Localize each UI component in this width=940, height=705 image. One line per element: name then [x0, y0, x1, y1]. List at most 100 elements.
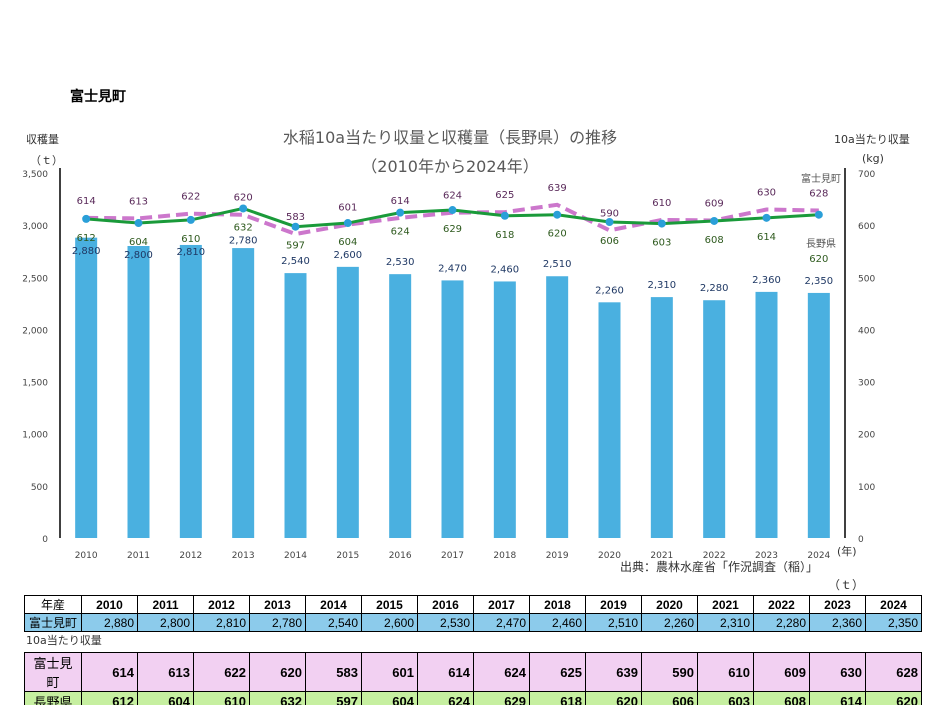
yield-cell: 604: [137, 691, 194, 705]
left-tick-label: 3,000: [22, 222, 48, 232]
bar-data-label: 2,780: [229, 235, 258, 246]
year-header-cell: 2010: [81, 595, 138, 614]
harvest-cell: 2,360: [809, 613, 866, 632]
right-axis-label: 10a当たり収量: [834, 133, 910, 146]
town-data-label: 620: [234, 193, 253, 204]
year-header-cell: 2016: [417, 595, 474, 614]
left-tick-label: 1,500: [22, 379, 48, 389]
prefecture-data-label: 618: [495, 230, 514, 241]
prefecture-marker: [343, 219, 352, 228]
harvest-table: 年産 2010 2011 2012 2013 2014 2015 2016 2017 2018 20…: [24, 595, 922, 632]
yield-cell: 632: [249, 691, 306, 705]
x-tick-label: 2023: [755, 551, 778, 560]
right-tick-label: 400: [858, 326, 875, 336]
header-cell: 年産: [24, 595, 82, 614]
yield-cell: 614: [417, 652, 474, 692]
year-header-cell: 2020: [641, 595, 698, 614]
year-header-cell: 2011: [137, 595, 194, 614]
bar: [650, 297, 673, 538]
yield-cell: 604: [361, 691, 418, 705]
x-tick-label: 2012: [179, 551, 202, 560]
town-data-label: 614: [391, 196, 410, 207]
bar-data-label: 2,360: [752, 275, 781, 286]
right-tick-label: 500: [858, 274, 875, 284]
x-tick-label: 2022: [703, 551, 726, 560]
prefecture-marker: [134, 219, 143, 228]
prefecture-marker: [553, 210, 562, 219]
prefecture-data-label: 632: [234, 222, 253, 233]
yield-cell: 608: [753, 691, 810, 705]
prefecture-data-label: 604: [129, 237, 148, 248]
prefecture-marker: [186, 215, 195, 224]
town-data-label: 614: [77, 196, 96, 207]
year-header-cell: 2018: [529, 595, 586, 614]
town-data-label: 639: [548, 183, 567, 194]
bar: [179, 244, 202, 538]
prefecture-marker: [814, 210, 823, 219]
yield-cell: 620: [585, 691, 642, 705]
prefecture-data-label: 597: [286, 241, 305, 252]
town-data-label: 583: [286, 212, 305, 223]
prefecture-data-label: 608: [705, 235, 724, 246]
harvest-cell: 2,460: [529, 613, 586, 632]
harvest-cell: 2,470: [473, 613, 530, 632]
harvest-cell: 2,540: [305, 613, 362, 632]
yield-cell: 614: [81, 652, 138, 692]
yield-cell: 639: [585, 652, 642, 692]
x-tick-label: 2010: [75, 551, 98, 560]
chart-subtitle: （2010年から2024年）: [361, 157, 539, 176]
bar-data-label: 2,810: [177, 247, 206, 258]
prefecture-marker: [605, 218, 614, 227]
bar-data-label: 2,280: [700, 283, 729, 294]
right-tick-label: 300: [858, 379, 875, 389]
prefecture-marker: [657, 219, 666, 228]
yield-cell: 614: [809, 691, 866, 705]
right-tick-label: 100: [858, 483, 875, 493]
yield-cell: 620: [249, 652, 306, 692]
yield-cell: 618: [529, 691, 586, 705]
bar: [75, 237, 98, 538]
bar-data-label: 2,800: [124, 250, 153, 261]
bar: [703, 300, 726, 538]
bar-data-label: 2,540: [281, 256, 310, 267]
row-label: 富士見町: [24, 613, 82, 632]
harvest-cell: 2,310: [697, 613, 754, 632]
yield-cell: 628: [865, 652, 922, 692]
town-data-label: 609: [705, 198, 724, 209]
bar-data-label: 2,600: [334, 250, 363, 261]
yield-cell: 597: [305, 691, 362, 705]
page-title: 富士見町: [70, 89, 126, 105]
year-header-cell: 2015: [361, 595, 418, 614]
left-axis-label: 収穫量: [26, 133, 59, 146]
yield-cell: 629: [473, 691, 530, 705]
bar: [598, 302, 621, 538]
yield-cell: 622: [193, 652, 250, 692]
yield-cell: 610: [193, 691, 250, 705]
town-data-label: 625: [495, 190, 514, 201]
year-header-cell: 2014: [305, 595, 362, 614]
town-data-label: 630: [757, 188, 776, 199]
x-tick-label: 2015: [336, 551, 359, 560]
prefecture-data-label: 603: [652, 238, 671, 249]
harvest-cell: 2,600: [361, 613, 418, 632]
year-header-cell: 2021: [697, 595, 754, 614]
year-header-cell: 2013: [249, 595, 306, 614]
prefecture-marker: [82, 214, 91, 223]
x-tick-label: 2020: [598, 551, 621, 560]
prefecture-marker: [710, 216, 719, 225]
harvest-cell: 2,510: [585, 613, 642, 632]
legend-town: 富士見町: [801, 172, 841, 185]
bar-data-label: 2,350: [805, 276, 834, 287]
bar: [127, 246, 150, 538]
town-data-label: 590: [600, 208, 619, 219]
yield-cell: 603: [697, 691, 754, 705]
prefecture-data-label: 614: [757, 232, 776, 243]
year-header-cell: 2017: [473, 595, 530, 614]
x-axis-unit: (年): [837, 545, 857, 558]
bar: [755, 291, 778, 538]
legend-prefecture: 長野県: [806, 238, 836, 250]
prefecture-marker: [762, 213, 771, 222]
prefecture-data-label: 629: [443, 224, 462, 235]
prefecture-data-label: 612: [77, 233, 96, 244]
x-tick-label: 2024: [807, 551, 830, 560]
